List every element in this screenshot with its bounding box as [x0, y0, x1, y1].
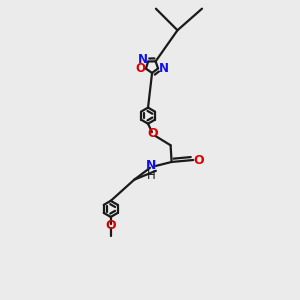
Text: O: O [135, 62, 145, 75]
Text: N: N [159, 62, 169, 75]
Text: H: H [147, 169, 155, 182]
Text: N: N [146, 159, 156, 172]
Text: N: N [138, 53, 148, 66]
Text: O: O [193, 154, 204, 166]
Text: O: O [105, 219, 116, 232]
Text: O: O [148, 127, 158, 140]
